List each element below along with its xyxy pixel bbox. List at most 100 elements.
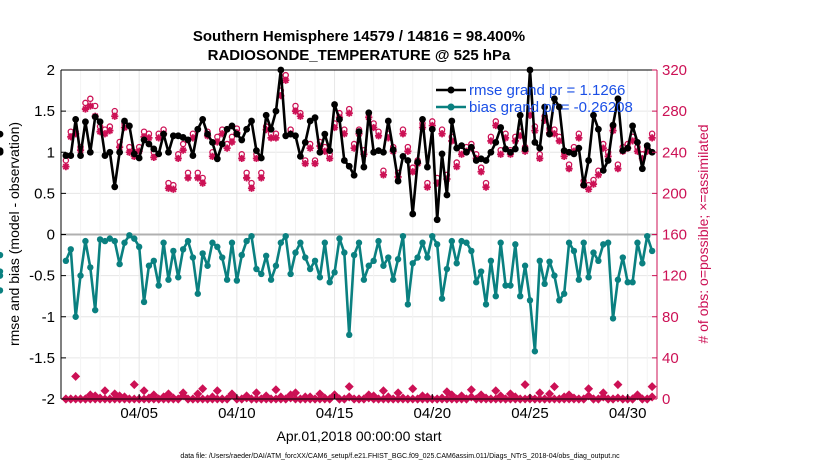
obs-bottom-assimilated-marker: [227, 389, 237, 399]
rmse-point: [438, 150, 446, 158]
bias-point: [346, 331, 353, 339]
obs-assimilated-marker: [565, 165, 573, 173]
obs-assimilated-marker: [155, 134, 163, 142]
bias-point: [551, 272, 558, 279]
bias-point: [512, 241, 519, 248]
rmse-point: [555, 103, 563, 111]
rmse-point: [414, 158, 422, 166]
bias-point: [517, 292, 524, 300]
rmse-point: [551, 95, 558, 103]
bias-point: [175, 274, 182, 281]
bias-point: [419, 239, 426, 246]
rmse-point: [507, 148, 514, 156]
bias-point: [267, 276, 275, 283]
bias-point: [409, 260, 416, 267]
rmse-point: [62, 152, 70, 159]
bias-point: [424, 254, 431, 261]
obs-assimilated-marker: [457, 150, 466, 158]
y-axis-label: rmse and bias (model - observation): [6, 122, 22, 346]
obs-assimilated-marker: [301, 159, 309, 168]
bias-point: [184, 237, 192, 245]
obs-assimilated-marker: [194, 174, 202, 182]
y-tick-label: -0.5: [29, 268, 55, 285]
obs-assimilated-marker: [550, 130, 559, 138]
rmse-point: [336, 115, 343, 123]
bias-point: [570, 247, 578, 255]
x-tick-label: 04/15: [316, 405, 354, 422]
bias-point: [170, 247, 177, 255]
rmse-point: [218, 140, 226, 148]
x-tick-label: 04/10: [218, 405, 256, 422]
obs-assimilated-marker: [399, 130, 407, 138]
legend: rmse grand pr = 1.1266 bias grand pr = -…: [436, 82, 633, 116]
rmse-point: [389, 146, 397, 154]
rmse-point: [511, 145, 519, 153]
obs-assimilated-marker: [262, 126, 270, 134]
obs-assimilated-marker: [164, 184, 173, 192]
obs-possible-marker: [87, 95, 94, 103]
bias-point: [536, 257, 543, 265]
rmse-point: [536, 144, 544, 152]
obs-assimilated-marker: [238, 154, 246, 163]
rmse-point: [423, 163, 431, 171]
obs-assimilated-marker: [438, 130, 446, 138]
rmse-point: [487, 148, 495, 156]
obs-assimilated-marker: [169, 185, 177, 193]
obs-assimilated-marker: [145, 134, 153, 142]
rmse-point: [433, 216, 441, 224]
obs-bottom-assimilated-marker: [584, 384, 594, 394]
bias-point: [248, 232, 255, 240]
obs-assimilated-marker: [106, 127, 114, 135]
bias-point: [585, 274, 592, 281]
rmse-point: [130, 150, 138, 158]
rmse-point: [72, 115, 80, 123]
rmse-point: [614, 95, 622, 103]
y2-tick-label: 200: [662, 185, 687, 202]
bias-point: [116, 260, 123, 268]
y-tick-label: -1.5: [29, 350, 55, 367]
obs-assimilated-marker: [555, 137, 563, 145]
obs-assimilated-marker: [477, 168, 485, 176]
obs-assimilated-marker: [404, 147, 412, 155]
rmse-point: [575, 144, 583, 152]
bias-point: [62, 257, 70, 265]
rmse-point: [262, 111, 270, 119]
bias-point: [150, 257, 158, 265]
bias-point: [350, 251, 358, 259]
rmse-point: [316, 148, 324, 156]
bias-point: [414, 254, 421, 261]
obs-assimilated-marker: [282, 76, 290, 84]
obs-assimilated-marker: [208, 152, 217, 160]
rmse-point: [590, 111, 597, 119]
bias-point: [306, 265, 314, 273]
obs-bottom-assimilated-marker: [198, 384, 208, 394]
rmse-point: [360, 163, 368, 171]
rmse-point: [311, 114, 319, 122]
rmse-point: [86, 148, 94, 156]
obs-assimilated-marker: [228, 138, 236, 146]
rmse-point: [0, 148, 4, 156]
obs-bottom-assimilated-marker: [535, 388, 545, 398]
rmse-point: [365, 109, 373, 117]
rmse-point: [609, 121, 617, 129]
rmse-point: [340, 157, 348, 164]
bias-point: [629, 279, 636, 286]
bias-point: [0, 268, 4, 275]
rmse-point: [570, 150, 578, 158]
legend-rmse-marker: [447, 86, 455, 94]
bias-point: [531, 348, 539, 355]
bias-point: [375, 237, 382, 245]
rmse-point: [482, 157, 490, 164]
obs-bottom-assimilated-marker: [251, 388, 261, 398]
obs-bottom-assimilated-marker: [315, 389, 325, 399]
obs-assimilated-marker: [628, 137, 637, 145]
bias-point: [404, 301, 412, 308]
rmse-point: [189, 152, 197, 159]
obs-assimilated-marker: [174, 154, 182, 163]
bias-point: [341, 249, 348, 256]
bias-point: [282, 232, 289, 240]
rmse-point: [355, 128, 363, 136]
obs-assimilated-marker: [321, 147, 329, 155]
obs-assimilated-marker: [96, 128, 104, 136]
rmse-point: [116, 148, 124, 156]
